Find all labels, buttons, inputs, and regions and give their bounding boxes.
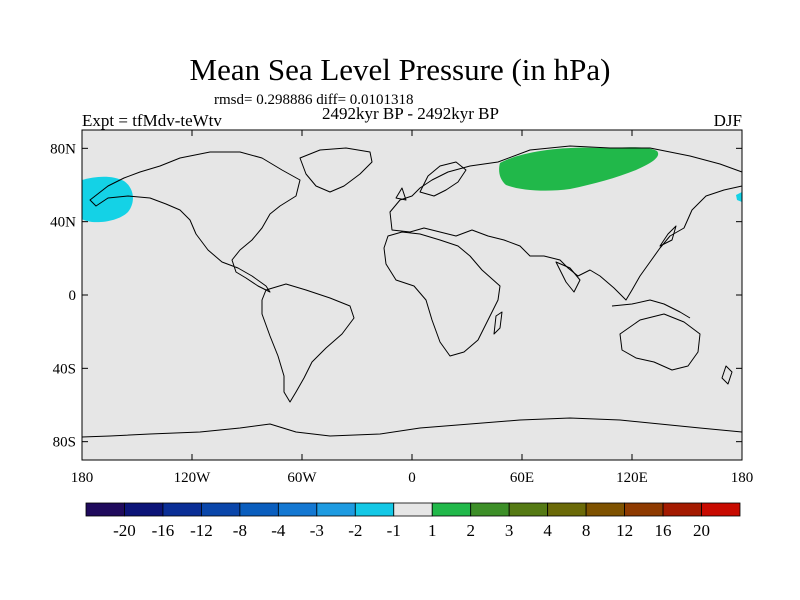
coastline-australia (619, 313, 701, 371)
colorbar-label: 12 (616, 521, 633, 540)
anomaly-region-siberia (499, 147, 659, 191)
colorbar-label: -12 (190, 521, 213, 540)
coastline-eurasia (389, 145, 743, 301)
longitude-axis: 180 120W 60W 0 60E 120E 180 (71, 130, 754, 486)
anomaly-region-east-edge (736, 192, 742, 202)
colorbar-box (508, 502, 549, 517)
colorbar-box (470, 502, 510, 517)
colorbar-box (124, 502, 164, 517)
coastline-madagascar (493, 311, 503, 335)
lat-tick-label: 40S (53, 361, 76, 377)
colorbar-label: 1 (428, 521, 437, 540)
lat-tick-label: 40N (50, 215, 76, 231)
colorbar-label: 2 (466, 521, 475, 540)
coastline-uk (395, 187, 407, 201)
coastline-africa (383, 231, 501, 357)
lon-tick-label: 60W (287, 470, 317, 486)
lat-tick-label: 0 (69, 288, 77, 304)
lon-tick-label: 60E (510, 470, 534, 486)
coastline-north-america (89, 151, 301, 293)
lon-tick-label: 180 (71, 470, 94, 486)
lat-tick-label: 80N (50, 141, 76, 157)
colorbar-label: 4 (543, 521, 552, 540)
colorbar-label: 20 (693, 521, 710, 540)
colorbar-label: -8 (233, 521, 247, 540)
latitude-axis: 80N 40N 0 40S 80S (50, 141, 742, 451)
colorbar: -20 -16 -12 -8 -4 -3 -2 -1 1 2 3 4 8 12 16 20 (85, 502, 741, 540)
lon-tick-label: 120E (616, 470, 648, 486)
lat-tick-label: 80S (53, 435, 76, 451)
colorbar-box (701, 502, 741, 517)
colorbar-label: 8 (582, 521, 591, 540)
colorbar-box (85, 502, 125, 517)
coastline-india (555, 261, 581, 293)
colorbar-label: -2 (348, 521, 362, 540)
coastline-japan (659, 225, 677, 247)
map-background (82, 130, 742, 460)
colorbar-box (547, 502, 587, 517)
colorbar-label: -1 (387, 521, 401, 540)
period-text: 2492kyr BP - 2492kyr BP (322, 104, 499, 123)
coastline-antarctica (81, 417, 743, 438)
colorbar-box (585, 502, 625, 517)
colorbar-label: -3 (310, 521, 324, 540)
colorbar-box (662, 502, 702, 517)
coastline-south-america (261, 283, 355, 403)
experiment-label: Expt = tfMdv-teWtv (82, 111, 222, 130)
lon-tick-label: 120W (174, 470, 212, 486)
colorbar-box (239, 502, 279, 517)
colorbar-box (354, 502, 395, 517)
colorbar-label: -16 (152, 521, 175, 540)
coastline-new-zealand (721, 365, 733, 385)
coastlines (81, 145, 743, 438)
colorbar-label: 3 (505, 521, 514, 540)
stats-text: rmsd= 0.298886 diff= 0.0101318 (214, 92, 414, 108)
colorbar-box (624, 502, 664, 517)
chart-title: Mean Sea Level Pressure (in hPa) (189, 52, 611, 87)
colorbar-box (277, 502, 318, 517)
colorbar-label: 16 (655, 521, 672, 540)
coastline-scandinavia (419, 161, 467, 197)
season-label: DJF (713, 111, 742, 130)
coastline-greenland (299, 147, 373, 193)
colorbar-label: -4 (271, 521, 286, 540)
colorbar-box (316, 502, 356, 517)
anomaly-region-pacific (82, 176, 133, 223)
colorbar-box (162, 502, 202, 517)
colorbar-box (201, 502, 241, 517)
colorbar-box (393, 502, 433, 517)
lon-tick-label: 180 (731, 470, 754, 486)
lon-tick-label: 0 (408, 470, 416, 486)
colorbar-box (431, 502, 472, 517)
colorbar-label: -20 (113, 521, 136, 540)
coastline-indonesia (611, 299, 691, 319)
